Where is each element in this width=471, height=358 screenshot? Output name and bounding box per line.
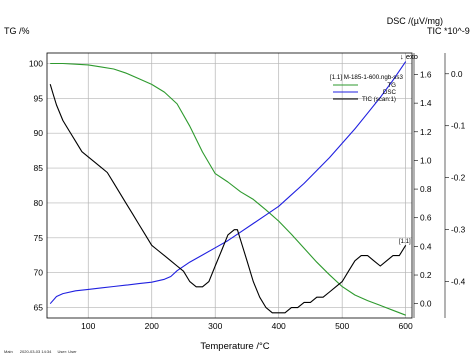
tg-tick-label: 90 (34, 128, 44, 138)
x-tick-label: 100 (81, 321, 95, 331)
x-tick-label: 200 (145, 321, 159, 331)
x-tick-label: 600 (399, 321, 413, 331)
footer-date: 2020-03-03 14:34 (19, 349, 52, 354)
x-tick-label: 300 (208, 321, 222, 331)
tg-axis-title: TG /% (4, 26, 30, 36)
tg-tick-label: 80 (34, 198, 44, 208)
dsc-tick-label: 1.4 (420, 98, 432, 108)
series-line-dsc (49, 61, 407, 305)
x-axis-title: Temperature /°C (200, 341, 269, 352)
tic-tick-label: -0.2 (451, 173, 466, 183)
tg-tick-label: 70 (34, 268, 44, 278)
legend-entry: TG (387, 82, 396, 89)
dsc-tick-label: 0.8 (420, 184, 432, 194)
dsc-tick-label: 1.6 (420, 69, 432, 79)
dsc-tick-label: 0.6 (420, 213, 432, 223)
series-line-tic (49, 84, 407, 314)
tic-axis-title: TIC *10^-9 / (427, 26, 471, 36)
tg-tick-label: 100 (29, 58, 43, 68)
legend-entry: TIC (scan:1) (362, 96, 396, 103)
dsc-tick-label: 0.2 (420, 270, 432, 280)
x-tick-label: 400 (272, 321, 286, 331)
footer-main-label: Main (4, 349, 13, 354)
dsc-tick-label: 0.0 (420, 299, 432, 309)
legend-entry: DSC (383, 89, 397, 96)
dsc-axis-title: DSC /(µV/mg) (387, 16, 443, 26)
dsc-tick-label: 0.4 (420, 241, 432, 251)
tg-tick-label: 85 (34, 163, 44, 173)
footer-user: User: User (57, 349, 77, 354)
exo-label: ↓ exo (400, 52, 418, 61)
series-layer (49, 61, 407, 316)
tg-tick-label: 75 (34, 233, 44, 243)
series-line-tg (50, 62, 406, 316)
tic-tick-label: -0.3 (451, 225, 466, 235)
tic-tick-label: -0.1 (451, 121, 466, 131)
tic-tick-label: -0.4 (451, 277, 466, 287)
grid (47, 53, 412, 318)
legend-header: [1.1] M-185-1-600.ngb-ss3 (330, 74, 403, 81)
end-label: [1.1] (399, 239, 411, 245)
tic-tick-label: 0.0 (451, 69, 463, 79)
status-footer: Main 2020-03-03 14:34 User: User (4, 349, 77, 354)
tg-tick-label: 95 (34, 93, 44, 103)
tick-layer: 100 200 300 400 500 600 65 70 75 80 85 90 95 100 0.0 0.… (29, 53, 466, 331)
dsc-tick-label: 1.2 (420, 127, 432, 137)
x-tick-label: 500 (335, 321, 349, 331)
tg-tick-label: 65 (34, 303, 44, 313)
dsc-tick-label: 1.0 (420, 155, 432, 165)
plot-frame (46, 52, 413, 319)
